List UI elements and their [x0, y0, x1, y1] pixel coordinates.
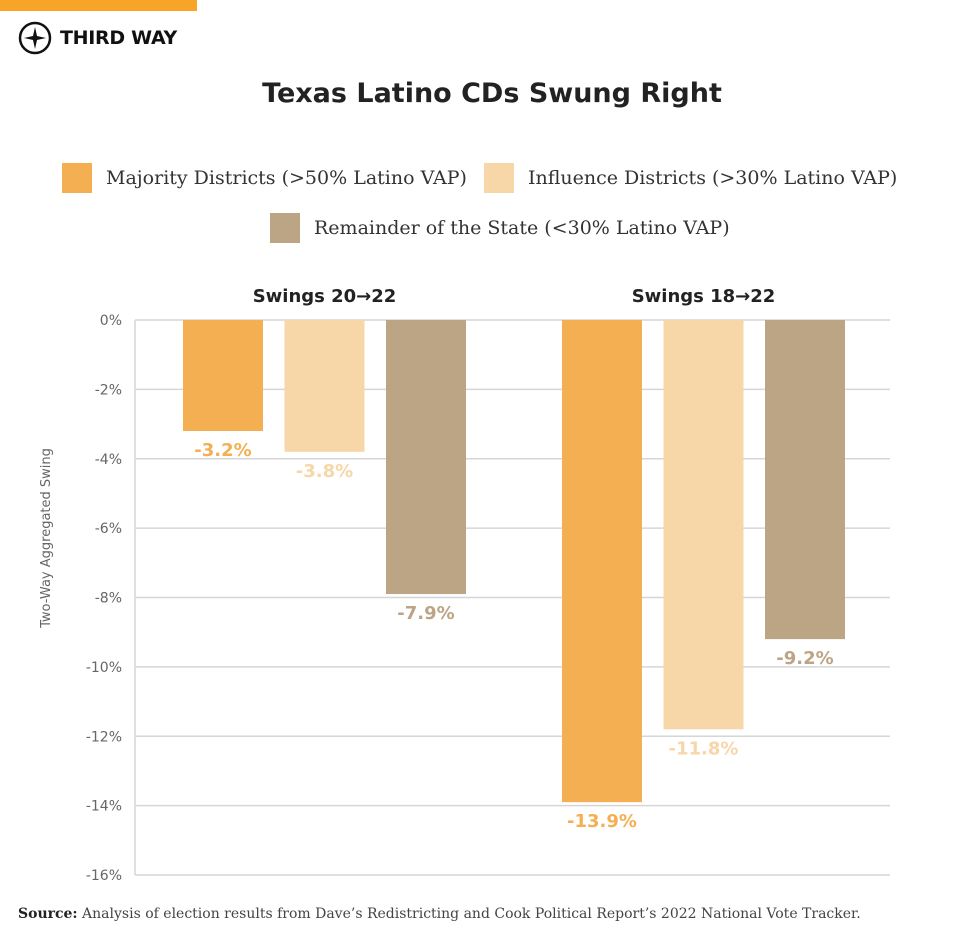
- compass-icon: [18, 21, 52, 55]
- source-text: Analysis of election results from Dave’s…: [77, 906, 861, 922]
- data-label: -7.9%: [397, 603, 454, 624]
- legend-item-majority: Majority Districts (>50% Latino VAP): [62, 163, 467, 193]
- chart-title: Texas Latino CDs Swung Right: [262, 78, 722, 109]
- bar: [183, 320, 263, 431]
- legend-label: Remainder of the State (<30% Latino VAP): [314, 217, 730, 239]
- y-tick-label: -14%: [86, 799, 122, 815]
- legend-label: Influence Districts (>30% Latino VAP): [528, 167, 898, 189]
- data-label: -3.8%: [296, 461, 353, 482]
- category-label: Swings 18→22: [632, 286, 776, 307]
- data-label: -13.9%: [567, 811, 637, 832]
- bar: [765, 320, 845, 640]
- y-tick-label: -12%: [86, 729, 122, 745]
- legend-item-influence: Influence Districts (>30% Latino VAP): [484, 163, 897, 193]
- y-tick-label: -10%: [86, 660, 122, 676]
- data-label: -9.2%: [776, 648, 833, 669]
- bar: [663, 320, 744, 730]
- legend-swatch: [484, 163, 514, 193]
- y-tick-label: -16%: [86, 868, 122, 884]
- legend-swatch: [270, 213, 300, 243]
- y-tick-label: -4%: [95, 452, 122, 468]
- brand-accent-bar: [0, 0, 197, 11]
- legend-label: Majority Districts (>50% Latino VAP): [106, 167, 467, 189]
- y-tick-label: -6%: [95, 521, 122, 537]
- y-tick-label: -8%: [95, 591, 122, 607]
- y-tick-label: 0%: [100, 313, 122, 329]
- bar: [386, 320, 466, 595]
- logo: THIRD WAY: [18, 21, 177, 55]
- bar: [284, 320, 365, 452]
- bar: [562, 320, 642, 803]
- source-note: Source: Analysis of election results fro…: [18, 906, 861, 922]
- legend-swatch: [62, 163, 92, 193]
- source-label: Source:: [18, 906, 78, 922]
- y-tick-label: -2%: [95, 382, 122, 398]
- legend-item-remainder: Remainder of the State (<30% Latino VAP): [270, 213, 730, 243]
- y-axis-label: Two-Way Aggregated Swing: [39, 448, 54, 629]
- logo-text: THIRD WAY: [60, 27, 177, 49]
- category-label: Swings 20→22: [253, 286, 397, 307]
- data-label: -11.8%: [669, 738, 739, 759]
- data-label: -3.2%: [194, 440, 251, 461]
